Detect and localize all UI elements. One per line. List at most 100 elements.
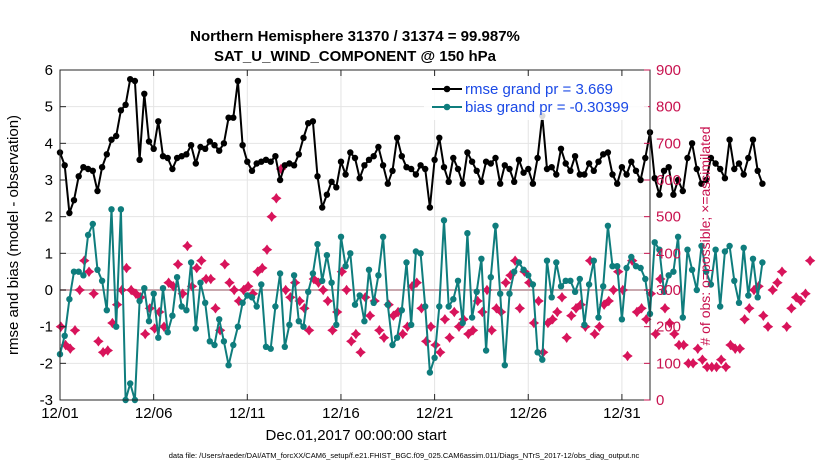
- bias-point: [220, 338, 228, 345]
- rmse-point: [113, 132, 120, 140]
- y-tick-label: 2: [45, 209, 53, 226]
- obs-point: [444, 332, 455, 343]
- bias-point: [600, 283, 607, 290]
- bias-point: [239, 299, 246, 306]
- bias-point: [740, 244, 747, 251]
- chart-title-line2: SAT_U_WIND_COMPONENT @ 150 hPa: [214, 48, 497, 65]
- bias-point: [169, 312, 176, 319]
- rmse-point: [604, 149, 612, 156]
- bias-point: [183, 307, 190, 314]
- rmse-point: [361, 162, 368, 169]
- bias-point: [342, 263, 349, 270]
- bias-point: [665, 272, 672, 279]
- rmse-point: [393, 134, 401, 141]
- rmse-point: [70, 197, 78, 204]
- bias-point: [155, 334, 162, 341]
- obs-point: [486, 325, 497, 336]
- bias-point: [581, 321, 588, 328]
- obs-point: [65, 343, 76, 354]
- bias-point: [403, 259, 410, 266]
- obs-point: [420, 336, 432, 347]
- rmse-point: [679, 187, 686, 195]
- obs-point: [790, 292, 802, 303]
- bias-point: [623, 264, 630, 272]
- rmse-point: [66, 209, 73, 217]
- y-axis-label-right: # of obs: o=possible; ×=assimilated: [697, 126, 713, 345]
- bias-point: [754, 294, 761, 301]
- bias-point: [684, 246, 691, 253]
- bias-point: [721, 248, 729, 255]
- rmse-point: [309, 118, 317, 125]
- obs-point: [261, 244, 273, 255]
- obs-point: [552, 306, 563, 318]
- rmse-point: [98, 164, 106, 171]
- rmse-point: [595, 158, 602, 165]
- y-right-tick-label: 0: [656, 392, 664, 409]
- rmse-point: [131, 77, 139, 85]
- rmse-point: [721, 175, 729, 182]
- obs-point: [130, 288, 142, 299]
- bias-point: [749, 255, 757, 262]
- rmse-point: [684, 154, 691, 162]
- rmse-point: [379, 162, 387, 169]
- rmse-point: [230, 114, 237, 121]
- obs-point: [641, 314, 652, 325]
- bias-series: [56, 206, 766, 404]
- obs-point: [350, 328, 362, 340]
- bias-point: [707, 281, 715, 288]
- bias-point: [192, 325, 199, 332]
- rmse-point: [515, 156, 523, 163]
- rmse-point: [665, 164, 672, 171]
- rmse-point: [623, 171, 630, 178]
- bias-point: [651, 239, 658, 246]
- obs-point: [346, 336, 357, 347]
- obs-point: [322, 295, 334, 307]
- rmse-point: [759, 180, 766, 187]
- rmse-point: [581, 171, 588, 178]
- bias-point: [670, 268, 677, 275]
- obs-point: [561, 332, 572, 343]
- rmse-point: [478, 178, 485, 185]
- obs-point: [191, 262, 202, 274]
- rmse-point: [328, 178, 335, 185]
- bias-point: [520, 266, 527, 273]
- bias-point: [459, 319, 466, 327]
- bias-point: [127, 380, 134, 387]
- bias-point: [333, 321, 340, 328]
- rmse-point: [656, 191, 663, 198]
- bias-point: [66, 296, 73, 303]
- bias-point: [698, 242, 705, 250]
- bias-point: [370, 299, 377, 306]
- bias-point: [553, 259, 560, 266]
- rmse-point: [576, 171, 583, 178]
- obs-point: [88, 288, 99, 299]
- bias-point: [529, 281, 537, 288]
- rmse-point: [375, 143, 382, 151]
- bias-point: [637, 264, 644, 272]
- rmse-point: [89, 167, 97, 174]
- rmse-point: [614, 180, 621, 187]
- bias-point: [379, 233, 387, 240]
- obs-point: [795, 295, 807, 307]
- rmse-point: [590, 167, 597, 174]
- rmse-point: [370, 153, 377, 160]
- bias-point: [628, 253, 635, 261]
- obs-point: [509, 255, 521, 266]
- x-tick-label: 12/31: [603, 405, 641, 422]
- bias-point: [84, 231, 92, 239]
- rmse-point: [239, 142, 246, 149]
- bias-point: [173, 274, 181, 281]
- bias-point: [108, 206, 115, 213]
- rmse-point: [244, 158, 251, 165]
- rmse-point: [454, 165, 462, 173]
- obs-point: [734, 343, 746, 354]
- obs-point: [570, 303, 582, 314]
- bias-point: [206, 338, 213, 345]
- bias-point: [248, 294, 256, 301]
- bias-point: [614, 263, 621, 270]
- rmse-point: [145, 138, 153, 145]
- bias-point: [272, 303, 279, 310]
- y-right-tick-label: 200: [656, 319, 681, 336]
- bias-point: [735, 299, 743, 306]
- obs-point: [711, 361, 722, 373]
